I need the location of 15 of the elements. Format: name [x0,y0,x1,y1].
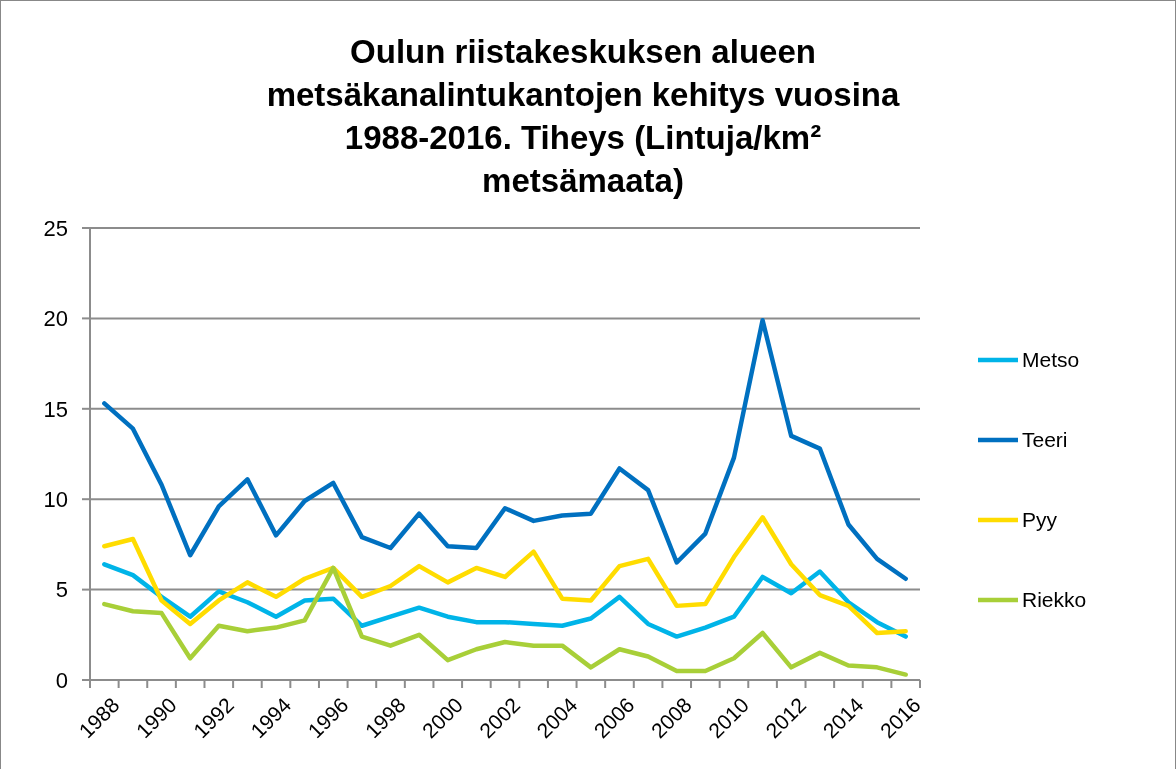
legend-label: Teeri [1022,428,1068,452]
legend-label: Pyy [1022,508,1058,532]
legend-label: Metso [1022,348,1080,372]
y-tick-label: 20 [43,306,68,332]
y-tick-label: 10 [43,486,68,512]
y-tick-label: 15 [43,396,68,422]
y-tick-label: 25 [43,215,68,241]
line-series [102,562,908,639]
line-series [102,565,908,677]
legend-label: Riekko [1022,588,1087,612]
line-series [102,317,908,581]
y-tick-label: 0 [55,667,68,693]
chart-title: Oulun riistakeskuksen alueen metsäkanalintukantojen kehitys vuosina 1988-2016. Tiheys (Lintuja/km² metsämaata) [266,33,900,199]
line-series [102,515,908,636]
y-tick-label: 5 [55,577,68,603]
